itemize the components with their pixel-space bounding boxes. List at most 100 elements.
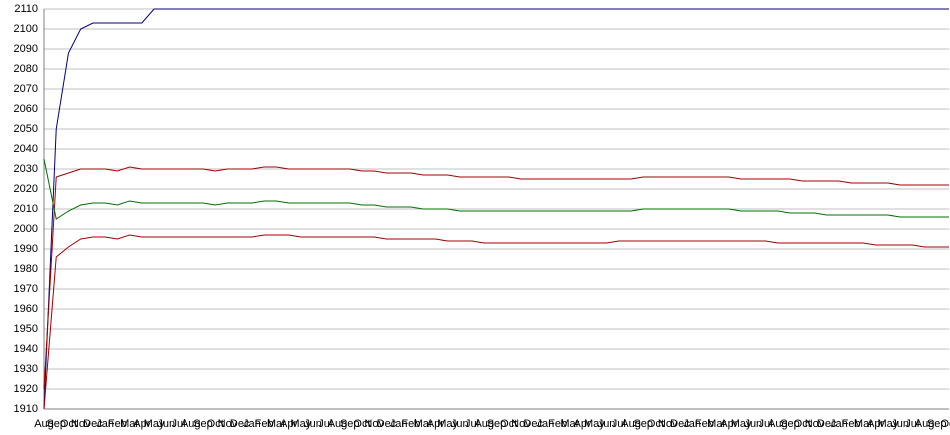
x-tick-label: Mar <box>120 418 139 430</box>
x-tick-label: Dec <box>230 418 250 430</box>
x-tick-label: Apr <box>867 418 884 430</box>
x-tick-label: Sep <box>487 418 507 430</box>
x-tick-label: Aug <box>181 418 201 430</box>
x-tick-label: Nov <box>71 418 91 430</box>
x-tick-label: Nov <box>805 418 825 430</box>
x-tick-label: Jun <box>451 418 469 430</box>
y-tick-label: 2010 <box>14 203 38 215</box>
x-tick-label: Dec <box>83 418 103 430</box>
x-tick-label: Jun <box>157 418 175 430</box>
x-tick-label: Oct <box>794 418 811 430</box>
x-tick-label: Aug <box>474 418 494 430</box>
y-tick-label: 2090 <box>14 43 38 55</box>
y-tick-label: 2040 <box>14 143 38 155</box>
x-tick-label: May <box>437 418 458 430</box>
x-tick-label: Dec <box>817 418 837 430</box>
series-line <box>43 234 949 410</box>
x-tick-label: Mar <box>707 418 726 430</box>
y-tick-label: 1950 <box>14 323 38 335</box>
x-tick-label: Dec <box>523 418 543 430</box>
y-tick-label: 2000 <box>14 223 38 235</box>
y-tick-label: 1960 <box>14 303 38 315</box>
x-tick-label: Jan <box>830 418 848 430</box>
x-tick-label: May <box>877 418 898 430</box>
x-tick-label: Jul <box>465 418 479 430</box>
x-tick-label: Jun <box>891 418 909 430</box>
x-tick-label: Sep <box>633 418 653 430</box>
x-tick-label: Sep <box>340 418 360 430</box>
x-tick-label: Dec <box>377 418 397 430</box>
x-tick-label: Aug <box>768 418 788 430</box>
x-tick-label: Feb <box>255 418 274 430</box>
x-tick-label: Aug <box>328 418 348 430</box>
x-tick-label: Apr <box>427 418 444 430</box>
x-tick-label: Mar <box>560 418 579 430</box>
y-tick-label: 2030 <box>14 163 38 175</box>
y-tick-label: 2070 <box>14 83 38 95</box>
y-tick-label: 2080 <box>14 63 38 75</box>
x-tick-label: Aug <box>34 418 54 430</box>
x-tick-label: Oct <box>500 418 517 430</box>
x-tick-label: May <box>731 418 752 430</box>
x-tick-label: Nov <box>658 418 678 430</box>
x-tick-label: Oct <box>940 418 950 430</box>
x-tick-label: Feb <box>695 418 714 430</box>
x-tick-label: Jun <box>304 418 322 430</box>
x-tick-label: May <box>290 418 311 430</box>
y-tick-label: 1910 <box>14 403 38 415</box>
y-tick-label: 2110 <box>14 3 38 15</box>
x-tick-label: Oct <box>353 418 370 430</box>
x-tick-label: Nov <box>364 418 384 430</box>
x-tick-label: Sep <box>193 418 213 430</box>
x-tick-label: Apr <box>133 418 150 430</box>
x-tick-label: Sep <box>780 418 800 430</box>
x-tick-label: Oct <box>647 418 664 430</box>
x-tick-label: Nov <box>218 418 238 430</box>
series-line <box>43 158 949 220</box>
x-tick-label: Oct <box>207 418 224 430</box>
y-tick-label: 2100 <box>14 23 38 35</box>
series-line <box>43 166 949 390</box>
x-tick-label: Aug <box>621 418 641 430</box>
x-tick-label: Jan <box>96 418 114 430</box>
y-tick-label: 1990 <box>14 243 38 255</box>
y-tick-label: 1940 <box>14 343 38 355</box>
x-tick-label: Mar <box>854 418 873 430</box>
y-tick-label: 1920 <box>14 383 38 395</box>
x-tick-label: Jul <box>905 418 919 430</box>
y-tick-label: 1930 <box>14 363 38 375</box>
y-tick-label: 1980 <box>14 263 38 275</box>
x-tick-label: Mar <box>414 418 433 430</box>
x-tick-label: Apr <box>574 418 591 430</box>
x-tick-label: Jul <box>759 418 773 430</box>
x-tick-label: Jul <box>612 418 626 430</box>
x-tick-label: Feb <box>842 418 861 430</box>
x-tick-label: Sep <box>46 418 66 430</box>
x-tick-label: Dec <box>670 418 690 430</box>
x-tick-label: Apr <box>720 418 737 430</box>
x-tick-label: Jun <box>598 418 616 430</box>
x-tick-label: May <box>144 418 165 430</box>
x-tick-label: Mar <box>267 418 286 430</box>
x-tick-label: Aug <box>915 418 935 430</box>
x-tick-label: Feb <box>108 418 127 430</box>
x-tick-label: Apr <box>280 418 297 430</box>
series-line <box>43 8 949 410</box>
x-tick-label: Sep <box>927 418 947 430</box>
x-tick-label: Jul <box>318 418 332 430</box>
y-tick-label: 2060 <box>14 103 38 115</box>
x-tick-label: Jan <box>243 418 261 430</box>
x-tick-label: May <box>584 418 605 430</box>
x-tick-label: Feb <box>401 418 420 430</box>
x-tick-label: Jan <box>683 418 701 430</box>
x-tick-label: Jan <box>390 418 408 430</box>
x-tick-label: Jul <box>171 418 185 430</box>
x-tick-label: Nov <box>511 418 531 430</box>
y-tick-label: 1970 <box>14 283 38 295</box>
y-tick-label: 2020 <box>14 183 38 195</box>
x-tick-label: Feb <box>548 418 567 430</box>
x-tick-label: Oct <box>60 418 77 430</box>
x-tick-label: Jan <box>537 418 555 430</box>
x-tick-label: Jun <box>744 418 762 430</box>
